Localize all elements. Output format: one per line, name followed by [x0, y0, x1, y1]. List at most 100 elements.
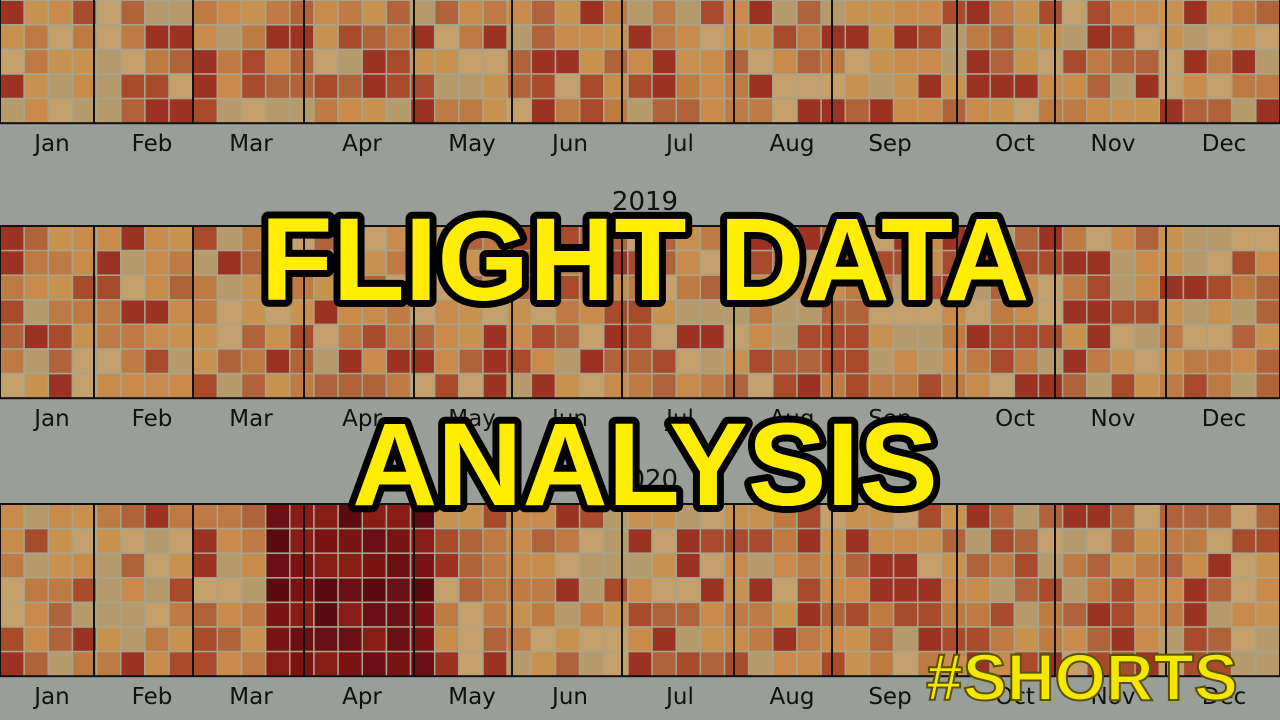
heatmap-cell	[627, 626, 653, 653]
heatmap-cell	[1158, 348, 1185, 375]
heatmap-cell	[916, 372, 943, 399]
heatmap-cell	[1110, 552, 1136, 579]
heatmap-cell	[868, 527, 895, 554]
heatmap-cell	[95, 626, 122, 653]
heatmap-cell	[1255, 24, 1280, 51]
heatmap-cell	[796, 577, 822, 604]
heatmap-cell	[554, 372, 581, 399]
heatmap-cell	[95, 552, 122, 579]
calendar-frame	[0, 503, 1280, 678]
heatmap-cell	[772, 24, 798, 51]
month-label: Dec	[1202, 406, 1247, 432]
heatmap-cell	[264, 577, 291, 604]
heatmap-cell	[941, 552, 967, 579]
heatmap-cell	[240, 372, 267, 399]
heatmap-cell	[916, 97, 943, 124]
heatmap-cell	[216, 24, 243, 51]
heatmap-cell	[144, 372, 170, 399]
heatmap-cell	[868, 626, 895, 653]
heatmap-cell	[675, 48, 702, 75]
heatmap-cell	[1037, 249, 1064, 276]
heatmap-cell	[603, 48, 629, 75]
heatmap-cell	[1013, 601, 1040, 628]
heatmap-cell	[95, 225, 122, 252]
heatmap-cell	[965, 0, 991, 26]
heatmap-cell	[651, 552, 677, 579]
heatmap-cell	[965, 601, 991, 628]
heatmap-cell	[530, 73, 557, 100]
heatmap-cell	[1061, 24, 1088, 51]
heatmap-cell	[1255, 577, 1280, 604]
heatmap-cell	[192, 601, 219, 628]
heatmap-cell	[844, 626, 871, 653]
heatmap-cell	[941, 503, 967, 530]
heatmap-cell	[1086, 24, 1112, 51]
heatmap-cell	[0, 249, 25, 276]
heatmap-cell	[1061, 73, 1088, 100]
heatmap-cell	[530, 274, 557, 301]
heatmap-cell	[1230, 552, 1257, 579]
heatmap-cell	[1110, 274, 1136, 301]
heatmap-cell	[361, 626, 388, 653]
month-label: Apr	[342, 131, 382, 157]
heatmap-cell	[1158, 24, 1185, 51]
heatmap-cell	[941, 48, 967, 75]
heatmap-cell	[796, 601, 822, 628]
heatmap-cell	[47, 48, 74, 75]
heatmap-cell	[337, 299, 364, 326]
heatmap-cell	[192, 503, 219, 530]
heatmap-cell	[385, 601, 412, 628]
heatmap-cell	[772, 348, 798, 375]
heatmap-cell	[747, 372, 774, 399]
heatmap-cell	[844, 348, 871, 375]
heatmap-cell	[337, 274, 364, 301]
heatmap-cell	[1182, 372, 1209, 399]
heatmap-cell	[1013, 650, 1040, 677]
heatmap-cell	[120, 552, 146, 579]
heatmap-cell	[337, 348, 364, 375]
heatmap-cell	[433, 650, 460, 677]
heatmap-cell	[313, 577, 339, 604]
heatmap-cell	[796, 323, 822, 350]
heatmap-cell	[530, 299, 557, 326]
heatmap-cell	[506, 24, 533, 51]
heatmap-cell	[844, 73, 871, 100]
heatmap-cell	[23, 73, 50, 100]
heatmap-cell	[603, 73, 629, 100]
heatmap-cell	[71, 0, 98, 26]
heatmap-cell	[192, 24, 219, 51]
heatmap-cell	[530, 0, 557, 26]
heatmap-cell	[796, 527, 822, 554]
heatmap-cell	[868, 552, 895, 579]
heatmap-cell	[1061, 323, 1088, 350]
heatmap-cell	[337, 0, 364, 26]
heatmap-cell	[433, 626, 460, 653]
heatmap-cell	[47, 626, 74, 653]
heatmap-cell	[482, 348, 508, 375]
heatmap-cell	[385, 48, 412, 75]
heatmap-cell	[385, 24, 412, 51]
heatmap-cell	[47, 527, 74, 554]
heatmap-cell	[23, 372, 50, 399]
heatmap-cell	[240, 48, 267, 75]
heatmap-cell	[578, 577, 605, 604]
heatmap-cell	[1061, 626, 1088, 653]
heatmap-cell	[530, 577, 557, 604]
heatmap-cell	[313, 527, 339, 554]
heatmap-cell	[0, 73, 25, 100]
heatmap-cell	[530, 249, 557, 276]
heatmap-cell	[289, 650, 315, 677]
heatmap-cell	[1134, 577, 1160, 604]
heatmap-cell	[1255, 249, 1280, 276]
heatmap-cell	[216, 274, 243, 301]
heatmap-cell	[603, 552, 629, 579]
month-label: Jun	[550, 684, 588, 710]
heatmap-cell	[168, 323, 194, 350]
heatmap-cell	[71, 372, 98, 399]
heatmap-cell	[289, 552, 315, 579]
heatmap-cell	[892, 577, 919, 604]
heatmap-cell	[1086, 249, 1112, 276]
heatmap-cell	[1255, 274, 1280, 301]
title-line: FLIGHT DATA	[260, 194, 1029, 326]
heatmap-cell	[1134, 48, 1160, 75]
